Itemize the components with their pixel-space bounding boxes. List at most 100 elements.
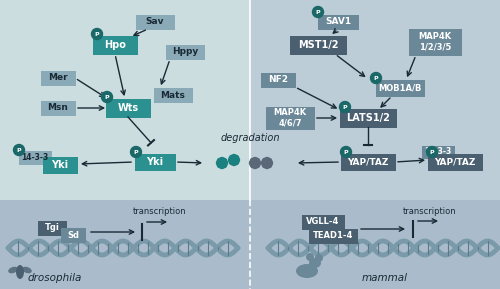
FancyBboxPatch shape [18,151,52,165]
Circle shape [222,163,226,168]
Circle shape [266,163,272,168]
Text: P: P [104,95,110,100]
Circle shape [254,158,260,163]
Circle shape [230,160,234,165]
Text: MOB1A/B: MOB1A/B [378,84,422,92]
Circle shape [264,158,270,162]
FancyBboxPatch shape [166,45,204,60]
Text: P: P [134,150,138,155]
Circle shape [218,158,222,163]
Text: P: P [316,10,320,15]
FancyBboxPatch shape [106,99,150,118]
FancyBboxPatch shape [134,153,175,171]
Circle shape [220,164,224,168]
Text: Yki: Yki [52,160,68,170]
Circle shape [315,254,323,262]
Circle shape [252,158,258,162]
Circle shape [250,160,254,166]
Circle shape [234,160,238,165]
FancyBboxPatch shape [154,88,192,103]
Text: Mats: Mats [160,90,186,99]
FancyBboxPatch shape [302,214,344,229]
Circle shape [222,158,226,163]
Circle shape [92,29,102,40]
FancyBboxPatch shape [40,71,76,86]
Text: transcription: transcription [403,207,457,216]
Text: NF2: NF2 [268,75,288,84]
FancyBboxPatch shape [260,73,296,88]
Text: SAV1: SAV1 [325,18,351,27]
Circle shape [262,160,266,166]
FancyBboxPatch shape [60,227,86,242]
Circle shape [340,147,351,158]
Circle shape [262,163,268,168]
Circle shape [14,144,24,155]
FancyBboxPatch shape [92,36,138,55]
Circle shape [234,155,238,160]
Circle shape [130,147,141,158]
Text: YAP/TAZ: YAP/TAZ [348,158,389,166]
Circle shape [266,158,272,163]
Text: Tgi: Tgi [44,223,60,232]
FancyBboxPatch shape [340,108,396,127]
Text: Hppy: Hppy [172,47,198,57]
Text: 14-3-3: 14-3-3 [424,147,452,157]
Ellipse shape [296,264,318,278]
FancyBboxPatch shape [290,36,346,55]
FancyBboxPatch shape [428,153,482,171]
Text: LATS1/2: LATS1/2 [346,113,390,123]
Circle shape [250,158,256,163]
Text: TEAD1-4: TEAD1-4 [313,231,353,240]
FancyBboxPatch shape [38,221,66,236]
FancyBboxPatch shape [308,229,358,244]
Circle shape [262,158,268,163]
Circle shape [216,160,222,166]
Text: Wts: Wts [118,103,139,113]
Circle shape [254,163,260,168]
Text: MAP4K
1/2/3/5: MAP4K 1/2/3/5 [418,32,452,52]
FancyBboxPatch shape [376,79,424,97]
Ellipse shape [16,265,24,279]
FancyBboxPatch shape [42,157,78,173]
Text: drosophila: drosophila [28,273,82,283]
Circle shape [252,164,258,168]
Circle shape [230,155,234,160]
Circle shape [264,164,270,168]
Circle shape [370,73,382,84]
Text: Sd: Sd [67,231,79,240]
Circle shape [312,6,324,18]
Text: P: P [342,105,347,110]
Text: MAP4K
4/6/7: MAP4K 4/6/7 [274,108,306,128]
Text: Sav: Sav [146,18,164,27]
Circle shape [234,158,240,162]
Text: P: P [374,76,378,81]
FancyBboxPatch shape [340,153,396,171]
Circle shape [340,101,350,112]
Text: P: P [16,148,21,153]
Text: P: P [94,32,100,37]
Bar [250,0,500,200]
Text: MST1/2: MST1/2 [298,40,338,50]
Bar [0,200,500,289]
Circle shape [426,147,438,158]
Text: mammal: mammal [362,273,408,283]
Text: YAP/TAZ: YAP/TAZ [434,158,476,166]
Text: VGLL-4: VGLL-4 [306,218,340,227]
Circle shape [232,155,236,160]
Circle shape [250,163,256,168]
FancyBboxPatch shape [266,107,314,129]
FancyBboxPatch shape [422,145,454,158]
Text: Yki: Yki [146,157,164,167]
FancyBboxPatch shape [408,29,462,55]
Ellipse shape [309,258,321,268]
Circle shape [232,160,236,166]
Circle shape [268,160,272,166]
Text: transcription: transcription [133,208,187,216]
Circle shape [228,158,234,162]
Bar [0,0,250,200]
FancyBboxPatch shape [136,14,174,29]
FancyBboxPatch shape [40,101,76,116]
Text: P: P [430,150,434,155]
Circle shape [256,160,260,166]
Circle shape [306,253,314,261]
